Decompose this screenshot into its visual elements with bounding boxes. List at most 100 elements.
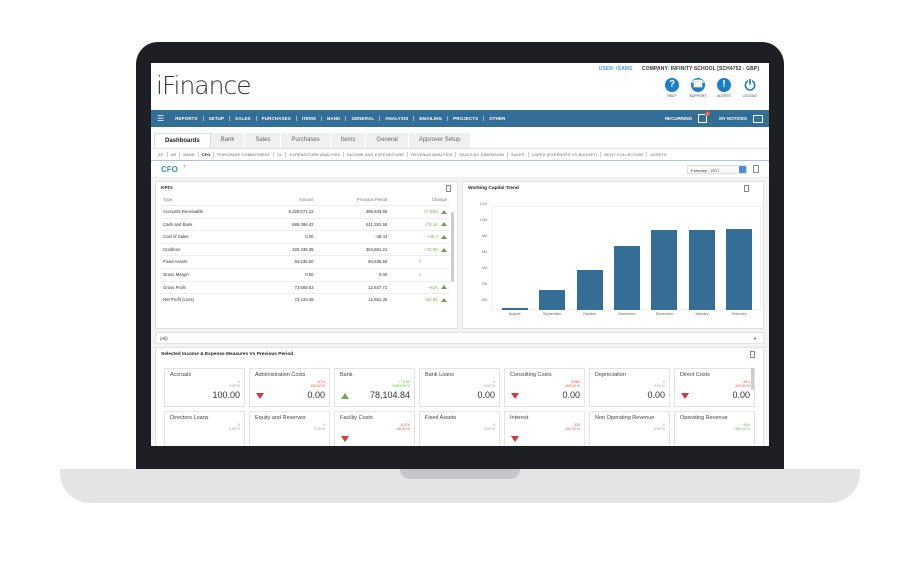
tab-items[interactable]: Items: [330, 133, 367, 148]
x-tick: August: [508, 312, 521, 316]
help-button[interactable]: ? HELP: [663, 78, 681, 98]
measure-card[interactable]: Consulting Costs -3.96K -100.00 % 0.00: [504, 368, 585, 407]
nav-purchases[interactable]: PURCHASES: [257, 116, 297, 121]
measure-card[interactable]: Bank Loans 0 0.00 % 0.00: [419, 368, 500, 407]
subtab-sales[interactable]: SALES: [508, 152, 529, 157]
nav-bank[interactable]: BANK: [322, 116, 347, 121]
measure-name: Equity and Reserves: [255, 415, 306, 421]
recurring-link[interactable]: RECURRING: [664, 116, 693, 121]
measure-delta: 0 0.00 %: [229, 423, 240, 432]
navbar-right: RECURRING 2 MY NOTICES ···: [664, 111, 763, 123]
measure-card[interactable]: Fixed Assets 0 0.00 %: [419, 411, 500, 446]
power-icon: ⏻: [744, 77, 756, 93]
export-document-icon[interactable]: [446, 185, 451, 192]
measure-delta: -333 -100.00 %: [564, 423, 580, 432]
support-button[interactable]: ☎ SUPPORT: [689, 78, 707, 98]
subtab-cl[interactable]: CL: [274, 152, 287, 157]
nav-emailing[interactable]: EMAILING: [414, 116, 449, 121]
nav-projects[interactable]: PROJECTS: [448, 116, 485, 121]
bar-january[interactable]: [688, 230, 715, 310]
delta-percent: -100.00 %: [309, 384, 325, 389]
bar-february[interactable]: [726, 229, 753, 310]
bar-series: [493, 206, 761, 310]
tab-bank[interactable]: Bank: [210, 133, 246, 148]
bar-november[interactable]: [613, 246, 640, 310]
export-document-icon[interactable]: [750, 351, 755, 358]
subtab-ar[interactable]: AR: [168, 152, 181, 157]
measure-card[interactable]: Equity and Reserves 0 0.00 %: [249, 411, 330, 446]
alerts-button[interactable]: ! ALERTS: [715, 78, 733, 98]
subtab-purchase-commitment[interactable]: PURCHASE COMMITMENT: [214, 152, 275, 157]
kpi-change: +60.8K: [390, 293, 450, 306]
measures-scrollbar[interactable]: [751, 368, 754, 390]
subtab-sales-by-dimension[interactable]: SALES BY DIMENSION: [456, 152, 509, 157]
nav-other[interactable]: OTHER: [489, 116, 506, 121]
measure-card[interactable]: Directors Loans 0 0.00 %: [164, 411, 245, 446]
delta-percent: +2893.59 %: [391, 384, 410, 389]
nav-items[interactable]: ITEMS: [297, 116, 323, 121]
tab-purchases[interactable]: Purchases: [281, 133, 331, 148]
dashboard-title-bar: CFO ⊤ February - 2017: [151, 161, 769, 178]
measure-card[interactable]: Depreciation 0 0.00 % 0.00: [589, 368, 670, 407]
tab-approver-setup[interactable]: Approver Setup: [408, 133, 472, 148]
nav-setup[interactable]: SETUP: [204, 116, 231, 121]
measure-card[interactable]: Administration Costs -67.4 -100.00 % 0.00: [249, 368, 330, 407]
filter-icon[interactable]: ⊤: [183, 164, 187, 169]
measure-card[interactable]: Operating Revenue +61K +480.45 %: [674, 411, 755, 446]
period-select[interactable]: February - 2017: [687, 165, 747, 174]
nav-reports[interactable]: REPORTS: [170, 116, 204, 121]
delta-percent: -100.00 %: [564, 384, 580, 389]
delta-percent: 0.00 %: [314, 427, 325, 432]
delta-percent: 0.00 %: [484, 427, 495, 432]
subtab-income-and-expenditure[interactable]: INCOME AND EXPENDITURE: [344, 152, 409, 157]
bar-december[interactable]: [651, 230, 678, 310]
nav-sales[interactable]: SALES: [230, 116, 257, 121]
subtab-rent-collection[interactable]: RENT COLLECTION: [601, 152, 648, 157]
bar-october[interactable]: [576, 270, 603, 310]
measure-filter-select[interactable]: (All) ▼: [155, 332, 764, 344]
subtab-assets[interactable]: ASSETS: [650, 152, 667, 157]
tab-dashboards[interactable]: Dashboards: [154, 133, 211, 148]
measure-card[interactable]: Interest -333 -100.00 %: [504, 411, 585, 446]
measure-delta: -8.47K -98.83 %: [396, 423, 410, 432]
subtab-revenue-analysis[interactable]: REVENUE ANALYSIS: [408, 152, 457, 157]
export-document-icon[interactable]: [744, 185, 749, 192]
measure-card[interactable]: Non Operating Revenue 0 0.00 %: [589, 411, 670, 446]
export-document-icon[interactable]: [753, 165, 759, 173]
kpi-scrollbar[interactable]: [451, 212, 454, 282]
kpi-type: Gross Profit: [160, 280, 254, 294]
y-tick: 12M: [479, 202, 487, 206]
tab-general[interactable]: General: [366, 133, 409, 148]
measure-card[interactable]: Accruals 0 0.00 % 100.00: [164, 368, 245, 407]
help-icon: ?: [665, 78, 679, 92]
period-dropdown-button[interactable]: [739, 166, 746, 173]
hamburger-menu-icon[interactable]: ☰: [157, 114, 165, 123]
nav-general[interactable]: GENERAL: [346, 116, 381, 121]
subtab-bank[interactable]: BANK: [180, 152, 199, 157]
down-arrow-icon: [256, 393, 264, 399]
measure-card[interactable]: Direct Costs -48.4 -100.00 % 0.00: [674, 368, 755, 407]
subtab-ap[interactable]: AP: [155, 152, 168, 157]
subtab-expenditure-analysis[interactable]: EXPENDITURE ANALYSIS: [286, 152, 345, 157]
tab-sales[interactable]: Sales: [245, 133, 282, 148]
support-label: SUPPORT: [689, 94, 707, 98]
logout-button[interactable]: ⏻ LOGOUT: [741, 78, 759, 98]
kpi-previous: 0.00: [316, 267, 391, 282]
message-icon[interactable]: ···: [753, 114, 763, 123]
up-arrow-icon: [441, 247, 447, 252]
kpi-amount: 94,536.50: [253, 255, 317, 269]
bar-september[interactable]: [539, 290, 566, 310]
measure-card[interactable]: Facility Costs -8.47K -98.83 %: [334, 411, 415, 446]
chevron-down-icon: ▼: [753, 336, 757, 341]
user-link[interactable]: USER: ISAMS: [598, 66, 633, 72]
subtab-capex[interactable]: CAPEX (EXPENSES VS BUDGET): [529, 152, 602, 157]
measure-delta: -67.4 -100.00 %: [309, 380, 325, 389]
bar-august[interactable]: [501, 308, 528, 310]
my-notices-link[interactable]: MY NOTICES: [719, 116, 747, 121]
measure-card[interactable]: Bank +75.5K +2893.59 % 78,104.84: [334, 368, 415, 407]
nav-analysis[interactable]: ANALYSIS: [380, 116, 415, 121]
table-row: Cash and Bank 689,386.42 611,281.59 +78.…: [160, 217, 450, 231]
subtab-cfo[interactable]: CFO: [199, 152, 215, 157]
calendar-icon[interactable]: 2: [698, 111, 711, 123]
